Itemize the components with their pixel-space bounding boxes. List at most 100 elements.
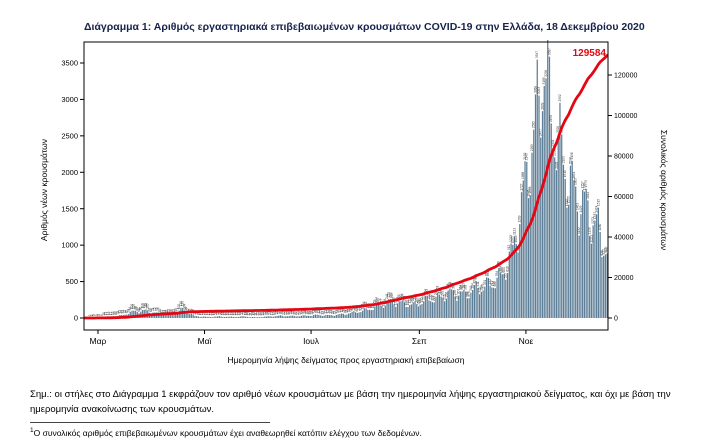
svg-text:16: 16 — [245, 312, 249, 316]
svg-text:42: 42 — [324, 310, 328, 314]
svg-text:2156: 2156 — [570, 152, 574, 159]
svg-text:74: 74 — [151, 307, 155, 311]
svg-text:23: 23 — [266, 311, 270, 315]
svg-text:59: 59 — [158, 308, 162, 312]
svg-text:408: 408 — [493, 281, 497, 287]
svg-text:179: 179 — [408, 298, 412, 304]
svg-text:1180: 1180 — [598, 223, 602, 230]
svg-text:14: 14 — [233, 312, 237, 316]
svg-text:3290: 3290 — [544, 69, 548, 76]
svg-text:249: 249 — [390, 293, 394, 299]
svg-text:159: 159 — [416, 299, 420, 305]
svg-text:1888: 1888 — [521, 172, 525, 179]
svg-text:2839: 2839 — [540, 102, 544, 109]
svg-text:50: 50 — [336, 309, 340, 313]
svg-text:836: 836 — [600, 250, 604, 256]
svg-text:557: 557 — [485, 270, 489, 276]
svg-text:0: 0 — [74, 314, 78, 323]
svg-text:32: 32 — [277, 310, 281, 314]
svg-text:12: 12 — [256, 312, 260, 316]
svg-text:50: 50 — [168, 309, 172, 313]
svg-text:242: 242 — [427, 293, 431, 299]
svg-text:14: 14 — [221, 312, 225, 316]
svg-text:83: 83 — [135, 307, 139, 311]
svg-text:359: 359 — [479, 285, 483, 291]
svg-text:68: 68 — [348, 308, 352, 312]
svg-text:1121: 1121 — [512, 228, 516, 235]
svg-text:30: 30 — [305, 311, 309, 315]
svg-text:76: 76 — [156, 307, 160, 311]
svg-text:30: 30 — [306, 311, 310, 315]
svg-text:28: 28 — [308, 311, 312, 315]
svg-text:294: 294 — [439, 290, 443, 296]
svg-text:2520: 2520 — [556, 126, 560, 133]
svg-text:81: 81 — [359, 307, 363, 311]
svg-text:61: 61 — [149, 308, 153, 312]
svg-text:7: 7 — [98, 314, 102, 316]
svg-text:604: 604 — [502, 267, 506, 273]
svg-text:45: 45 — [165, 309, 169, 313]
svg-text:45: 45 — [125, 309, 129, 313]
svg-text:15: 15 — [231, 312, 235, 316]
svg-text:22: 22 — [114, 311, 118, 315]
svg-text:45: 45 — [315, 309, 319, 313]
svg-text:14: 14 — [250, 312, 254, 316]
svg-text:431: 431 — [483, 280, 487, 286]
svg-text:19: 19 — [228, 311, 232, 315]
svg-text:229: 229 — [422, 294, 426, 300]
svg-text:292: 292 — [434, 290, 438, 296]
svg-text:174: 174 — [378, 298, 382, 304]
svg-text:43: 43 — [161, 310, 165, 314]
svg-text:49: 49 — [170, 309, 174, 313]
svg-text:260: 260 — [388, 292, 392, 298]
svg-text:85: 85 — [350, 307, 354, 311]
svg-text:3547: 3547 — [535, 51, 539, 58]
svg-text:600: 600 — [500, 267, 504, 273]
svg-text:26: 26 — [287, 311, 291, 315]
svg-text:10: 10 — [102, 312, 106, 316]
svg-text:1128: 1128 — [588, 227, 592, 234]
svg-text:49: 49 — [313, 309, 317, 313]
svg-text:134: 134 — [362, 301, 366, 307]
svg-text:15: 15 — [235, 312, 239, 316]
footnote-text: 1Ο συνολικός αριθμός επιβεβαιωμένων κρου… — [30, 427, 670, 438]
svg-text:29: 29 — [275, 311, 279, 315]
svg-text:33: 33 — [331, 310, 335, 314]
svg-text:150: 150 — [406, 300, 410, 306]
svg-text:351: 351 — [436, 285, 440, 291]
svg-text:9: 9 — [100, 314, 104, 316]
svg-text:100: 100 — [132, 304, 136, 310]
svg-text:Μαϊ: Μαϊ — [198, 336, 213, 346]
svg-text:151: 151 — [404, 300, 408, 306]
svg-text:10: 10 — [259, 312, 263, 316]
svg-text:873: 873 — [603, 247, 607, 253]
svg-text:31: 31 — [289, 310, 293, 314]
svg-text:29: 29 — [333, 311, 337, 315]
svg-text:18: 18 — [243, 311, 247, 315]
svg-text:19: 19 — [270, 311, 274, 315]
svg-text:37: 37 — [301, 310, 305, 314]
svg-text:2500: 2500 — [61, 132, 78, 141]
svg-text:12: 12 — [247, 312, 251, 316]
svg-text:1461: 1461 — [575, 203, 579, 210]
svg-text:2670: 2670 — [549, 115, 553, 122]
footnote-body: Ο συνολικός αριθμός επιβεβαιωμένων κρουσ… — [33, 427, 422, 438]
svg-text:41: 41 — [118, 310, 122, 314]
svg-text:551: 551 — [486, 271, 490, 277]
svg-text:25: 25 — [292, 311, 296, 315]
svg-text:244: 244 — [401, 293, 405, 299]
svg-text:17: 17 — [205, 311, 209, 315]
svg-text:2: 2 — [88, 314, 92, 316]
svg-text:1021: 1021 — [589, 235, 593, 242]
svg-text:105: 105 — [146, 303, 150, 309]
svg-text:230: 230 — [399, 294, 403, 300]
svg-text:47: 47 — [123, 309, 127, 313]
svg-text:20: 20 — [219, 311, 223, 315]
svg-text:326: 326 — [478, 287, 482, 293]
svg-text:153: 153 — [394, 300, 398, 306]
svg-text:25: 25 — [285, 311, 289, 315]
svg-text:1515: 1515 — [565, 199, 569, 206]
svg-text:1727: 1727 — [519, 183, 523, 190]
svg-text:411: 411 — [476, 281, 480, 286]
svg-text:192: 192 — [420, 297, 424, 303]
